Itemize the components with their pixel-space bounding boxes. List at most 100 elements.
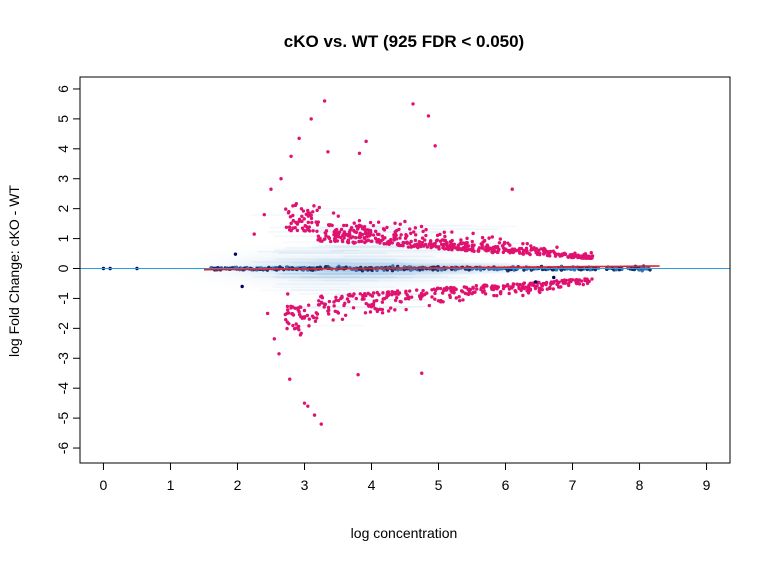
significant-point <box>413 238 418 243</box>
significant-point <box>364 139 368 144</box>
significant-point <box>442 230 446 234</box>
significant-point <box>322 99 327 103</box>
significant-point <box>510 187 514 191</box>
significant-point <box>448 293 452 298</box>
significant-point <box>424 233 428 238</box>
significant-point <box>356 373 360 377</box>
significant-point <box>265 311 270 316</box>
significant-point <box>541 247 545 251</box>
significant-point <box>483 292 488 296</box>
significant-point <box>563 281 568 285</box>
significant-point <box>269 187 273 191</box>
significant-point <box>371 291 376 295</box>
y-axis: 6 5 4 3 2 1 0 -1 -2 -3 -4 -5 -6 <box>55 85 80 454</box>
y-tick-label: 2 <box>55 205 71 213</box>
significant-point <box>471 246 475 250</box>
significant-point <box>252 232 256 236</box>
significant-point <box>580 256 585 260</box>
y-tick-label: -1 <box>55 292 71 305</box>
significant-point <box>527 284 531 288</box>
x-tick-label: 4 <box>368 477 376 493</box>
significant-point <box>480 235 485 240</box>
significant-point <box>471 231 475 236</box>
significant-point <box>398 236 402 240</box>
significant-point <box>472 249 476 253</box>
significant-point <box>440 291 445 295</box>
significant-point <box>306 214 310 218</box>
x-axis: 0 1 2 3 4 5 6 7 8 9 <box>100 463 711 493</box>
significant-point <box>307 317 312 321</box>
y-tick-label: 4 <box>55 145 71 153</box>
significant-point <box>365 228 369 232</box>
significant-point <box>342 223 346 228</box>
significant-point <box>363 231 368 236</box>
significant-point <box>364 301 368 306</box>
significant-point <box>390 289 394 294</box>
significant-point <box>570 252 574 257</box>
significant-point <box>306 220 310 225</box>
significant-point <box>507 291 511 296</box>
significant-point <box>309 117 313 121</box>
significant-point <box>328 239 333 244</box>
significant-point <box>289 221 293 226</box>
significant-point <box>560 279 564 283</box>
significant-point <box>426 114 431 118</box>
significant-point <box>408 227 412 231</box>
significant-point <box>310 314 315 318</box>
significant-point <box>351 306 356 310</box>
significant-point <box>529 248 533 252</box>
significant-point <box>506 241 510 245</box>
significant-point <box>427 303 432 308</box>
significant-point <box>442 288 446 292</box>
significant-point <box>518 251 522 255</box>
significant-point <box>332 304 336 308</box>
y-tick-label: 3 <box>55 175 71 183</box>
significant-point <box>473 290 477 294</box>
significant-point <box>413 226 418 230</box>
x-tick-label: 1 <box>167 477 175 493</box>
significant-point <box>358 292 363 296</box>
significant-point <box>405 240 409 244</box>
x-tick-label: 2 <box>234 477 242 493</box>
significant-point <box>383 236 387 240</box>
significant-point <box>472 243 476 247</box>
significant-point <box>399 243 404 248</box>
significant-point <box>288 377 292 381</box>
significant-point <box>445 246 449 251</box>
significant-point <box>311 229 315 233</box>
significant-point <box>284 207 288 211</box>
significant-point <box>583 278 587 283</box>
significant-point <box>312 413 317 417</box>
significant-point <box>421 229 425 234</box>
significant-point <box>284 225 289 230</box>
significant-point <box>315 223 320 227</box>
significant-point <box>407 297 411 301</box>
significant-point <box>401 240 405 245</box>
nonsignificant-point <box>233 252 238 256</box>
significant-point <box>392 233 397 237</box>
significant-point <box>404 291 408 295</box>
significant-point <box>317 299 321 303</box>
significant-point <box>573 252 577 256</box>
nonsignificant-point <box>552 275 556 280</box>
significant-point <box>294 201 299 206</box>
significant-point <box>299 305 303 309</box>
y-tick-label: 0 <box>55 264 71 272</box>
significant-point <box>297 310 301 314</box>
significant-point <box>524 285 528 289</box>
significant-point <box>363 240 367 245</box>
significant-point <box>483 248 487 252</box>
significant-point <box>484 283 488 288</box>
significant-point <box>545 253 550 258</box>
significant-point <box>296 306 300 310</box>
significant-point <box>441 238 446 242</box>
significant-point <box>324 234 328 238</box>
significant-point <box>347 299 351 304</box>
significant-point <box>315 208 319 213</box>
significant-point <box>291 213 295 218</box>
significant-point <box>480 246 485 250</box>
significant-point <box>495 293 499 298</box>
significant-point <box>537 289 541 293</box>
significant-point <box>285 320 289 324</box>
